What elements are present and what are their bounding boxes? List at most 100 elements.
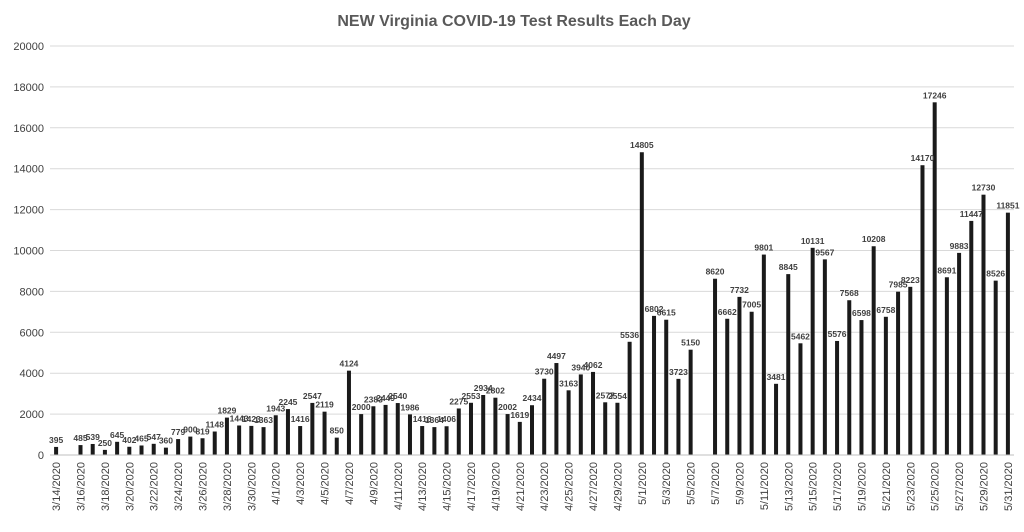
bar bbox=[432, 427, 437, 455]
x-tick-label: 5/5/2020 bbox=[686, 462, 698, 505]
data-label: 3723 bbox=[669, 367, 688, 377]
data-label: 10131 bbox=[801, 236, 825, 246]
x-tick-label: 3/22/2020 bbox=[149, 462, 161, 511]
bar bbox=[176, 439, 181, 455]
y-tick-label: 8000 bbox=[20, 286, 44, 298]
bar bbox=[200, 438, 205, 455]
data-label: 4062 bbox=[584, 360, 603, 370]
x-tick-label: 5/31/2020 bbox=[1003, 462, 1015, 511]
x-tick-label: 4/23/2020 bbox=[539, 462, 551, 511]
bar bbox=[591, 371, 596, 455]
chart-title: NEW Virginia COVID-19 Test Results Each … bbox=[337, 13, 690, 30]
bar bbox=[993, 280, 998, 455]
data-label: 402 bbox=[122, 435, 136, 445]
bar bbox=[481, 394, 486, 455]
bar bbox=[944, 277, 949, 455]
data-label: 250 bbox=[98, 438, 112, 448]
bar bbox=[713, 278, 718, 455]
bar bbox=[737, 296, 742, 455]
data-label: 5462 bbox=[791, 331, 810, 341]
y-tick-label: 18000 bbox=[13, 82, 44, 94]
data-label: 5150 bbox=[681, 338, 700, 348]
data-label: 2802 bbox=[486, 386, 505, 396]
bar bbox=[322, 411, 327, 455]
data-label: 14805 bbox=[630, 140, 654, 150]
data-label: 465 bbox=[134, 433, 148, 443]
bar bbox=[578, 374, 583, 455]
data-label: 7568 bbox=[840, 288, 859, 298]
x-tick-label: 4/21/2020 bbox=[515, 462, 527, 511]
data-label: 8691 bbox=[937, 265, 956, 275]
data-label: 1406 bbox=[437, 414, 456, 424]
bar bbox=[981, 194, 986, 455]
data-label: 1423 bbox=[242, 414, 261, 424]
bar bbox=[554, 363, 559, 455]
bar bbox=[871, 246, 876, 455]
data-label: 6662 bbox=[718, 307, 737, 317]
bar bbox=[212, 431, 217, 455]
bar bbox=[774, 383, 779, 455]
x-tick-label: 4/9/2020 bbox=[368, 462, 380, 505]
bar bbox=[530, 405, 534, 455]
data-label: 8845 bbox=[779, 262, 798, 272]
bar bbox=[822, 259, 827, 455]
bar bbox=[249, 425, 254, 455]
bar bbox=[383, 404, 388, 455]
data-label: 2119 bbox=[315, 400, 334, 410]
bar bbox=[456, 408, 461, 455]
bar bbox=[346, 370, 351, 455]
x-tick-label: 3/26/2020 bbox=[198, 462, 210, 511]
data-label: 1148 bbox=[206, 420, 225, 430]
data-label: 7732 bbox=[730, 285, 749, 295]
data-label: 2275 bbox=[449, 396, 468, 406]
data-label: 1829 bbox=[217, 406, 236, 416]
bar bbox=[786, 274, 791, 455]
x-tick-label: 3/16/2020 bbox=[76, 462, 88, 511]
data-label: 6802 bbox=[645, 304, 664, 314]
x-tick-label: 5/17/2020 bbox=[832, 462, 844, 511]
bar bbox=[371, 406, 376, 455]
bars bbox=[54, 102, 1010, 456]
x-tick-label: 5/29/2020 bbox=[978, 462, 990, 511]
data-label: 2554 bbox=[608, 391, 627, 401]
bar bbox=[896, 291, 901, 455]
data-label: 1443 bbox=[230, 413, 249, 423]
data-label: 2245 bbox=[278, 397, 297, 407]
bar bbox=[163, 447, 168, 455]
bar bbox=[627, 341, 632, 455]
x-tick-label: 3/18/2020 bbox=[100, 462, 112, 511]
y-tick-label: 6000 bbox=[20, 327, 44, 339]
data-label: 9801 bbox=[754, 243, 773, 253]
bar bbox=[676, 378, 681, 455]
bar bbox=[859, 320, 864, 455]
data-label: 6758 bbox=[876, 305, 895, 315]
bar bbox=[566, 390, 571, 455]
x-tick-label: 3/24/2020 bbox=[173, 462, 185, 511]
data-label: 8620 bbox=[706, 267, 725, 277]
x-axis: 3/14/2020 3/16/2020 3/18/2020 3/20/2020 3/22… bbox=[50, 454, 1015, 511]
x-tick-label: 5/15/2020 bbox=[808, 462, 820, 511]
bar bbox=[224, 417, 229, 455]
bar bbox=[969, 220, 974, 455]
bar bbox=[835, 340, 840, 455]
x-tick-label: 5/7/2020 bbox=[710, 462, 722, 505]
data-label: 819 bbox=[195, 426, 209, 436]
bar bbox=[54, 446, 59, 455]
data-label: 12730 bbox=[972, 183, 996, 193]
bar bbox=[908, 286, 913, 455]
x-tick-label: 4/3/2020 bbox=[295, 462, 307, 505]
bar bbox=[78, 445, 83, 455]
data-label: 2553 bbox=[462, 391, 481, 401]
bar bbox=[310, 402, 315, 455]
data-label: 395 bbox=[49, 435, 63, 445]
data-label: 2934 bbox=[474, 383, 493, 393]
bar bbox=[517, 421, 522, 455]
data-label: 6598 bbox=[852, 308, 871, 318]
bar bbox=[725, 318, 730, 455]
data-label: 645 bbox=[110, 430, 124, 440]
bar bbox=[1005, 212, 1010, 455]
x-tick-label: 5/9/2020 bbox=[734, 462, 746, 505]
bar bbox=[102, 449, 107, 455]
data-label: 3163 bbox=[559, 378, 578, 388]
